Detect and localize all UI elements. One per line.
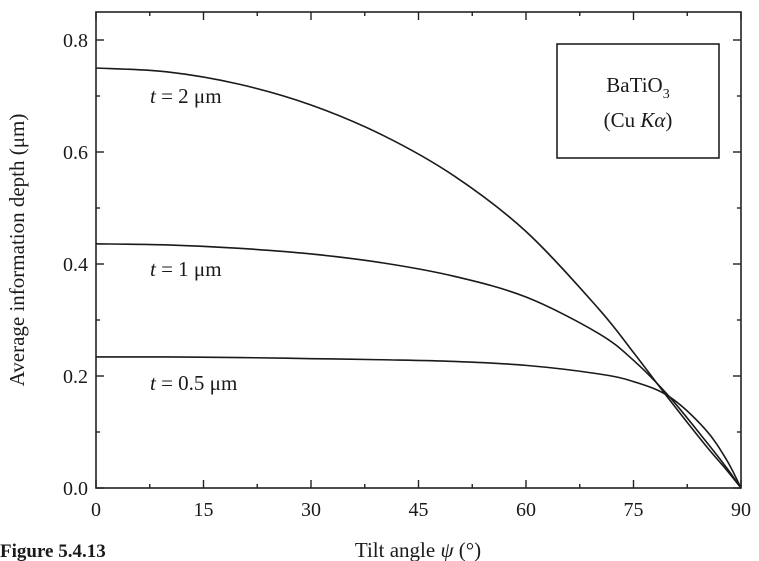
legend-box	[556, 43, 720, 159]
curve-label-2um: t = 2 μm	[150, 84, 222, 108]
plot-frame	[95, 11, 742, 489]
curve-t-0p5um	[95, 356, 742, 489]
y-tick-labels: 0.0 0.2 0.4 0.6 0.8	[63, 30, 88, 500]
curve-label-1um: t = 1 μm	[150, 257, 222, 281]
x-tick-label: 30	[301, 499, 321, 521]
curve-t-1um	[95, 243, 742, 489]
y-axis-title: Average information depth (μm)	[5, 114, 29, 387]
x-tick-label: 60	[516, 499, 536, 521]
curve-t-2um	[95, 67, 742, 489]
y-tick-label: 0.0	[63, 478, 88, 500]
legend-line-compound: BaTiO3	[606, 73, 669, 102]
figure-caption: Figure 5.4.13	[0, 541, 106, 561]
legend-line-radiation: (Cu Kα)	[604, 108, 673, 132]
x-tick-label: 0	[91, 499, 101, 521]
data-curves	[95, 67, 742, 489]
curve-label-0p5um: t = 0.5 μm	[150, 371, 237, 395]
y-tick-label: 0.4	[63, 254, 88, 276]
y-tick-label: 0.6	[63, 142, 88, 164]
x-axis-title: Tilt angle ψ (°)	[355, 538, 481, 561]
x-tick-label: 90	[731, 499, 751, 521]
legend: BaTiO3 (Cu Kα)	[556, 43, 720, 159]
x-tick-label: 45	[409, 499, 429, 521]
x-tick-label: 75	[624, 499, 644, 521]
y-tick-label: 0.2	[63, 366, 88, 388]
x-tick-labels: 0 15 30 45 60 75 90	[91, 499, 751, 521]
y-tick-label: 0.8	[63, 30, 88, 52]
x-tick-label: 15	[194, 499, 214, 521]
